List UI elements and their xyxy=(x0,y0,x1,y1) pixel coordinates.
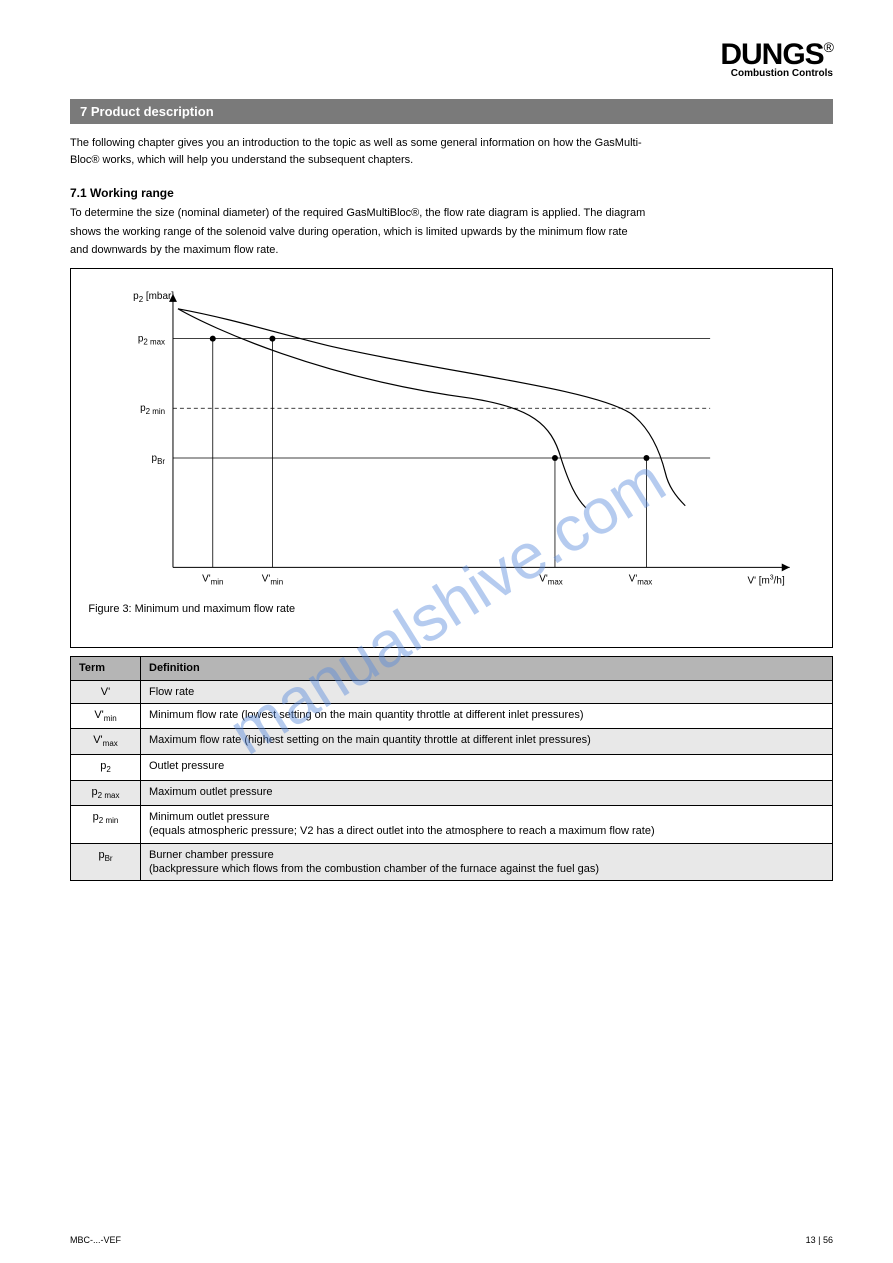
table-row: p2 maxMaximum outlet pressure xyxy=(71,780,833,806)
col-term: Term xyxy=(71,657,141,680)
svg-text:Figure 3: Minimum und maximum: Figure 3: Minimum und maximum flow rate xyxy=(88,603,295,615)
definition-cell: Maximum flow rate (highest setting on th… xyxy=(141,729,833,755)
definition-cell: Maximum outlet pressure xyxy=(141,780,833,806)
svg-text:p2 min: p2 min xyxy=(140,403,165,416)
svg-text:V'max: V'max xyxy=(539,574,563,587)
body-paragraph: To determine the size (nominal diameter)… xyxy=(70,206,833,259)
svg-text:p2 [mbar]: p2 [mbar] xyxy=(133,291,174,304)
table-row: p2Outlet pressure xyxy=(71,754,833,780)
page: DUNGS® Combustion Controls 7 Product des… xyxy=(0,0,893,911)
body-line: and downwards by the maximum flow rate. xyxy=(70,243,833,258)
col-definition: Definition xyxy=(141,657,833,680)
table-header-row: Term Definition xyxy=(71,657,833,680)
term-cell: V'max xyxy=(71,729,141,755)
term-cell: p2 xyxy=(71,754,141,780)
svg-text:V' [m3/h]: V' [m3/h] xyxy=(747,575,784,587)
table-row: V'minMinimum flow rate (lowest setting o… xyxy=(71,703,833,729)
term-cell: V' xyxy=(71,680,141,703)
svg-text:V'max: V'max xyxy=(629,574,653,587)
term-cell: p2 min xyxy=(71,806,141,844)
chart-group: p2 max p2 min pBr V'min V'min V'max V'max p2 [m… xyxy=(88,291,789,615)
svg-text:pBr: pBr xyxy=(152,453,166,466)
term-cell: V'min xyxy=(71,703,141,729)
flow-rate-chart: p2 max p2 min pBr V'min V'min V'max V'max p2 [m… xyxy=(70,268,833,648)
page-footer: MBC-...-VEF 13 | 56 xyxy=(70,1235,833,1245)
definition-cell: Minimum flow rate (lowest setting on the… xyxy=(141,703,833,729)
definition-cell: Burner chamber pressure(backpressure whi… xyxy=(141,843,833,881)
section-heading: 7 Product description xyxy=(70,99,833,124)
logo-block: DUNGS® Combustion Controls xyxy=(70,40,833,79)
terms-table: Term Definition V'Flow rateV'minMinimum … xyxy=(70,656,833,881)
definition-cell: Outlet pressure xyxy=(141,754,833,780)
table-row: pBrBurner chamber pressure(backpressure … xyxy=(71,843,833,881)
subsection-heading: 7.1 Working range xyxy=(70,186,833,200)
brand-logo: DUNGS® xyxy=(720,40,833,70)
footer-right: 13 | 56 xyxy=(806,1235,833,1245)
term-cell: pBr xyxy=(71,843,141,881)
footer-left: MBC-...-VEF xyxy=(70,1235,121,1245)
table-row: V'Flow rate xyxy=(71,680,833,703)
term-cell: p2 max xyxy=(71,780,141,806)
brand-tagline: Combustion Controls xyxy=(70,68,833,79)
definition-cell: Minimum outlet pressure(equals atmospher… xyxy=(141,806,833,844)
svg-text:p2 max: p2 max xyxy=(138,334,165,347)
table-row: p2 minMinimum outlet pressure(equals atm… xyxy=(71,806,833,844)
svg-text:V'min: V'min xyxy=(202,574,223,587)
table-row: V'maxMaximum flow rate (highest setting … xyxy=(71,729,833,755)
intro-line: The following chapter gives you an intro… xyxy=(70,136,833,151)
intro-paragraph: The following chapter gives you an intro… xyxy=(70,136,833,168)
svg-text:V'min: V'min xyxy=(262,574,283,587)
body-line: To determine the size (nominal diameter)… xyxy=(70,206,833,221)
intro-line: Bloc® works, which will help you underst… xyxy=(70,153,833,168)
brand-name: DUNGS xyxy=(720,38,823,71)
body-line: shows the working range of the solenoid … xyxy=(70,225,833,240)
definition-cell: Flow rate xyxy=(141,680,833,703)
registered-mark: ® xyxy=(824,39,833,55)
chart-svg: p2 max p2 min pBr V'min V'min V'max V'max p2 [m… xyxy=(71,269,832,647)
